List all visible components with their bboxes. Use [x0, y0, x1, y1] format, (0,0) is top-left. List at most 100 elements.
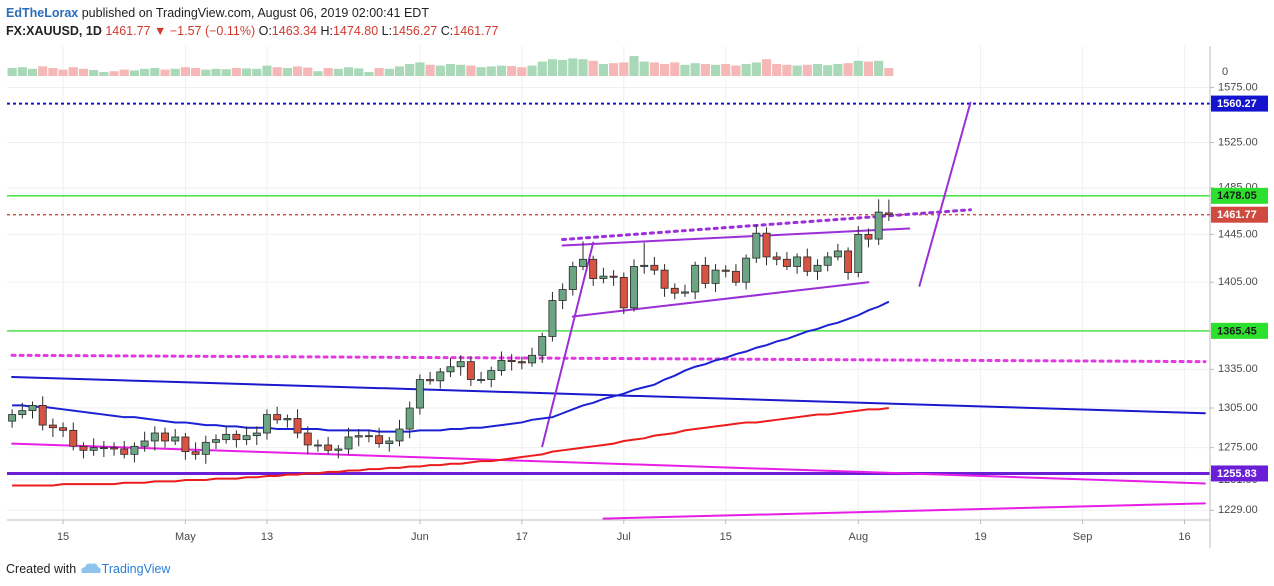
- volume-bar: [333, 68, 343, 76]
- volume-bar: [180, 67, 190, 76]
- candle-body: [772, 256, 781, 260]
- candle-body: [324, 444, 333, 451]
- volume-bar: [17, 67, 27, 76]
- volume-bar: [741, 64, 751, 76]
- volume-bar: [68, 67, 78, 76]
- x-tick-label: 15: [57, 531, 69, 543]
- volume-bar: [99, 72, 109, 76]
- candle-body: [48, 424, 57, 429]
- volume-bar: [58, 69, 68, 76]
- candle-body: [436, 371, 445, 382]
- candle-body: [538, 336, 547, 356]
- volume-bar: [823, 65, 833, 76]
- volume-bar: [405, 64, 415, 76]
- candle-body: [579, 258, 587, 267]
- volume-bar: [445, 64, 456, 76]
- candle-body: [640, 264, 649, 267]
- candle-body: [313, 444, 322, 447]
- volume-bar: [129, 70, 140, 76]
- candle-body: [69, 429, 78, 447]
- candle-body: [833, 250, 842, 258]
- volume-bar: [211, 68, 221, 76]
- candle-body: [354, 435, 363, 438]
- volume-bar: [761, 59, 772, 76]
- volume-bar: [384, 68, 394, 76]
- candle-body: [405, 407, 414, 430]
- candle-body: [548, 300, 557, 337]
- arrow: ▼: [154, 24, 167, 38]
- volume-bar: [150, 68, 160, 76]
- volume-bar: [364, 72, 374, 76]
- volume-bar: [7, 68, 17, 76]
- trendline: [10, 353, 1207, 364]
- candle-body: [79, 445, 88, 451]
- trendline: [561, 208, 972, 242]
- trendline: [11, 375, 1206, 415]
- level-label-box: [1211, 95, 1268, 112]
- ohlc-label: L:: [381, 24, 393, 38]
- volume-bar: [191, 68, 201, 76]
- volume-bar: [547, 59, 558, 76]
- x-tick-label: 19: [974, 531, 986, 543]
- volume-bar: [659, 64, 670, 76]
- author[interactable]: EdTheLorax: [6, 6, 79, 20]
- volume-bar: [231, 68, 241, 76]
- x-tick-label: Jun: [411, 531, 429, 543]
- candle-body: [589, 258, 598, 279]
- volume-bar: [435, 65, 445, 76]
- header-line-1: EdTheLorax published on TradingView.com,…: [6, 4, 498, 22]
- level-label-box: [1211, 206, 1268, 223]
- candle-body: [854, 233, 863, 273]
- volume-bar: [639, 61, 649, 76]
- y-tick-label: 1575.00: [1218, 81, 1258, 93]
- level-label: 1560.27: [1217, 98, 1257, 110]
- candle-body: [844, 250, 853, 273]
- y-tick-label: 1275.00: [1218, 442, 1258, 454]
- volume-bar: [700, 64, 710, 76]
- volume-bar: [578, 59, 588, 76]
- volume-bar: [812, 64, 823, 76]
- x-tick-label: 17: [516, 531, 528, 543]
- candle-body: [415, 379, 424, 409]
- candle-body: [680, 291, 689, 294]
- last-price: 1461.77: [105, 24, 151, 38]
- y-tick-label: 1305.00: [1218, 402, 1258, 414]
- candle-body: [670, 287, 679, 294]
- volume-bar: [863, 61, 874, 76]
- volume-bar: [588, 60, 598, 76]
- candle-body: [212, 439, 220, 443]
- trendline: [918, 101, 972, 287]
- plot: [7, 56, 1210, 520]
- level-label-box: [1211, 465, 1268, 482]
- ohlc-label: H:: [320, 24, 333, 38]
- volume-bar: [119, 69, 129, 76]
- plot-area: [7, 46, 1210, 520]
- volume-bar: [343, 67, 354, 76]
- candle-body: [395, 428, 404, 442]
- level-label-box: [1211, 322, 1268, 339]
- volume-bar: [252, 68, 262, 76]
- volume-bar: [476, 67, 486, 76]
- ohlc-label: C:: [440, 24, 454, 38]
- candle-body: [568, 266, 577, 290]
- ohlc-value: 1461.77: [453, 24, 499, 38]
- volume-bar: [853, 60, 863, 76]
- level-label: 1478.05: [1217, 190, 1257, 202]
- level-label: 1255.83: [1217, 468, 1257, 480]
- candle-body: [201, 441, 210, 455]
- volume-bar: [537, 61, 547, 76]
- volume-bar: [609, 63, 619, 76]
- volume-bar: [425, 64, 435, 76]
- candle-body: [242, 435, 251, 441]
- volume-bar: [303, 67, 313, 76]
- candle-body: [487, 370, 496, 380]
- footer-brand[interactable]: TradingView: [101, 562, 171, 576]
- candle-body: [650, 264, 659, 271]
- volume-bar: [843, 63, 853, 76]
- level-label-box: [1211, 187, 1268, 204]
- volume-bar: [619, 62, 629, 76]
- volume-bar: [486, 66, 496, 76]
- volume-bar: [496, 65, 507, 76]
- candle-body: [793, 256, 802, 267]
- candle-body: [110, 447, 119, 450]
